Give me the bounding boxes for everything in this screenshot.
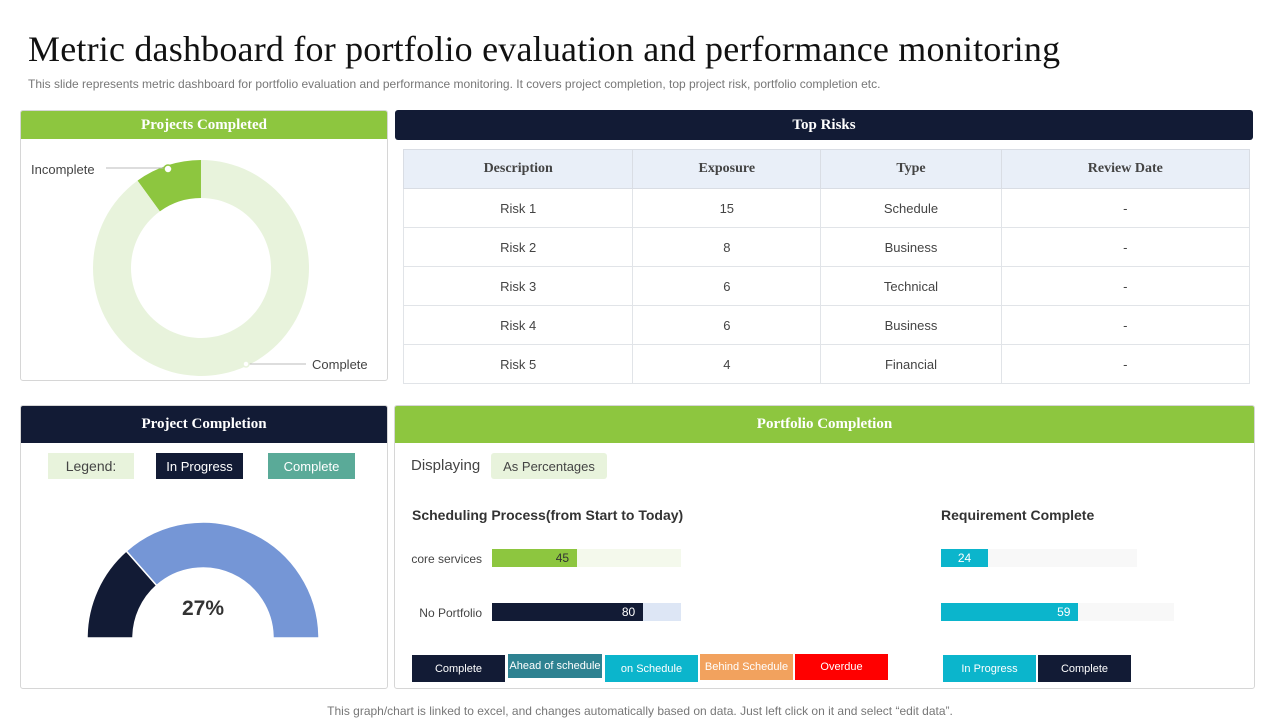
page-title: Metric dashboard for portfolio evaluatio…: [28, 29, 1061, 69]
bar-value-label: 24: [957, 551, 972, 565]
displaying-value-chip: As Percentages: [491, 453, 607, 479]
incomplete-label: Incomplete: [31, 162, 95, 177]
table-row: Risk 4 6 Business -: [402, 305, 1251, 345]
risk-exposure-cell: 6: [632, 305, 822, 345]
donut-slice-complete: [92, 160, 309, 376]
table-row: Risk 2 8 Business -: [402, 227, 1251, 267]
risk-review-date-cell: -: [1000, 305, 1251, 345]
scheduling-bar-core-services: 45: [492, 549, 578, 567]
risk-exposure-cell: 8: [632, 227, 822, 267]
projects-completed-donut-chart: [92, 160, 309, 376]
risk-type-cell: Financial: [820, 344, 1002, 384]
scheduling-bar-track: 80: [492, 603, 681, 621]
bar-value-label: 80: [621, 605, 636, 619]
risk-description-cell: Risk 3: [402, 266, 634, 306]
table-row: Risk 3 6 Technical -: [402, 266, 1251, 306]
risk-type-cell: Business: [820, 305, 1002, 345]
top-risks-table: Description Exposure Type Review Date Ri…: [402, 149, 1251, 384]
complete-marker: [242, 360, 250, 368]
gauge-value-label: 27%: [181, 597, 225, 620]
top-risks-header: Top Risks: [395, 110, 1253, 140]
column-header-exposure: Exposure: [632, 149, 822, 189]
incomplete-marker: [163, 164, 173, 174]
table-row: Risk 1 15 Schedule -: [402, 188, 1251, 228]
risk-exposure-cell: 6: [632, 266, 822, 306]
risk-type-cell: Technical: [820, 266, 1002, 306]
risk-description-cell: Risk 4: [402, 305, 634, 345]
risk-type-cell: Schedule: [820, 188, 1002, 228]
portfolio-completion-panel: Portfolio Completion: [394, 405, 1255, 689]
risk-exposure-cell: 15: [632, 188, 822, 228]
footer-note: This graph/chart is linked to excel, and…: [327, 704, 953, 718]
donut-slice-incomplete: [137, 160, 201, 212]
risk-type-cell: Business: [820, 227, 1002, 267]
status-ahead-of-schedule: Ahead of schedule: [508, 654, 602, 678]
status-in-progress: In Progress: [943, 655, 1036, 682]
complete-label: Complete: [312, 357, 368, 372]
risk-review-date-cell: -: [1000, 344, 1251, 384]
risk-review-date-cell: -: [1000, 266, 1251, 306]
projects-completed-panel: Projects Completed: [20, 110, 388, 381]
risk-description-cell: Risk 5: [402, 344, 634, 384]
risk-exposure-cell: 4: [632, 344, 822, 384]
scheduling-bar-track: 45: [492, 549, 681, 567]
risk-review-date-cell: -: [1000, 227, 1251, 267]
legend-complete: Complete: [268, 453, 355, 479]
status-behind-schedule: Behind Schedule: [700, 654, 793, 680]
column-header-review-date: Review Date: [1000, 149, 1251, 189]
requirement-bar-track: 24: [941, 549, 1137, 567]
risk-description-cell: Risk 1: [402, 188, 634, 228]
requirement-chart-title: Requirement Complete: [941, 507, 1095, 523]
displaying-label: Displaying: [411, 457, 481, 474]
bar-value-label: 45: [555, 551, 570, 565]
requirement-bar-track: 59: [941, 603, 1174, 621]
bar-category-label: core services: [411, 552, 482, 566]
risk-review-date-cell: -: [1000, 188, 1251, 228]
risk-description-cell: Risk 2: [402, 227, 634, 267]
requirement-bar-second: 59: [941, 603, 1079, 621]
status-on-schedule: on Schedule: [605, 655, 698, 682]
scheduling-chart-title: Scheduling Process(from Start to Today): [412, 507, 684, 523]
projects-completed-header: Projects Completed: [21, 111, 387, 139]
requirement-bar-first: 24: [941, 549, 989, 567]
table-row: Risk 5 4 Financial -: [402, 344, 1251, 384]
bar-category-label: No Portfolio: [419, 606, 482, 620]
column-header-type: Type: [820, 149, 1002, 189]
status-overdue: Overdue: [795, 654, 888, 680]
table-header-row: Description Exposure Type Review Date: [402, 149, 1251, 189]
status-complete: Complete: [412, 655, 505, 682]
legend-in-progress: In Progress: [156, 453, 243, 479]
column-header-description: Description: [402, 149, 634, 189]
project-completion-header: Project Completion: [21, 406, 387, 443]
scheduling-bar-no-portfolio: 80: [492, 603, 644, 621]
legend-label: Legend:: [48, 453, 134, 479]
status-requirement-complete: Complete: [1038, 655, 1131, 682]
bar-value-label: 59: [1057, 605, 1071, 619]
portfolio-completion-header: Portfolio Completion: [395, 406, 1254, 443]
page-subtitle: This slide represents metric dashboard f…: [28, 77, 881, 91]
project-completion-gauge-chart: [86, 521, 320, 639]
gauge-segment-in-progress: [125, 521, 320, 639]
